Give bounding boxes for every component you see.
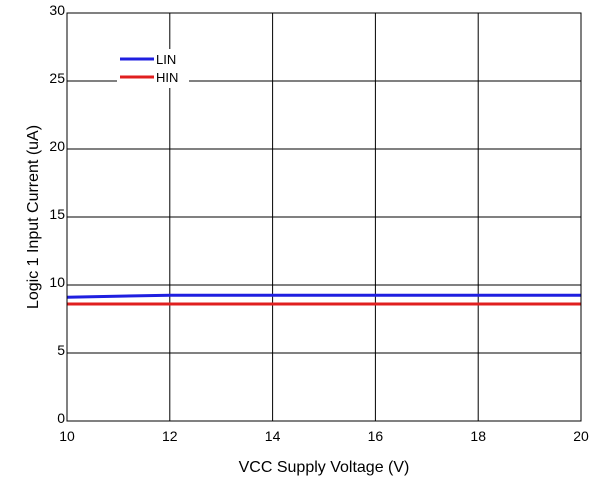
x-tick-label: 20 bbox=[573, 428, 589, 444]
y-tick-label: 10 bbox=[49, 274, 65, 290]
y-axis-ticks: 0 5 10 15 20 25 30 bbox=[49, 2, 65, 426]
y-tick-label: 30 bbox=[49, 2, 65, 18]
x-axis-title: VCC Supply Voltage (V) bbox=[239, 459, 410, 476]
series-line-lin bbox=[66, 293, 581, 299]
grid bbox=[67, 13, 581, 421]
legend-background bbox=[117, 49, 189, 88]
y-tick-label: 15 bbox=[49, 206, 65, 222]
y-axis-title: Logic 1 Input Current (uA) bbox=[25, 125, 42, 309]
y-tick-label: 20 bbox=[49, 138, 65, 154]
y-tick-label: 25 bbox=[49, 70, 65, 86]
legend-label-hin: HIN bbox=[156, 70, 178, 85]
plot-frame bbox=[66, 12, 582, 422]
x-tick-label: 14 bbox=[265, 428, 281, 444]
x-tick-label: 10 bbox=[59, 428, 75, 444]
legend-label-lin: LIN bbox=[156, 52, 176, 67]
x-tick-label: 16 bbox=[368, 428, 384, 444]
legend: LIN HIN bbox=[117, 49, 189, 88]
series-layer bbox=[66, 293, 581, 306]
x-tick-label: 12 bbox=[162, 428, 178, 444]
x-tick-label: 18 bbox=[470, 428, 486, 444]
y-tick-label: 5 bbox=[57, 342, 65, 358]
x-axis-ticks: 10 12 14 16 18 20 bbox=[59, 428, 589, 444]
y-tick-label: 0 bbox=[57, 410, 65, 426]
